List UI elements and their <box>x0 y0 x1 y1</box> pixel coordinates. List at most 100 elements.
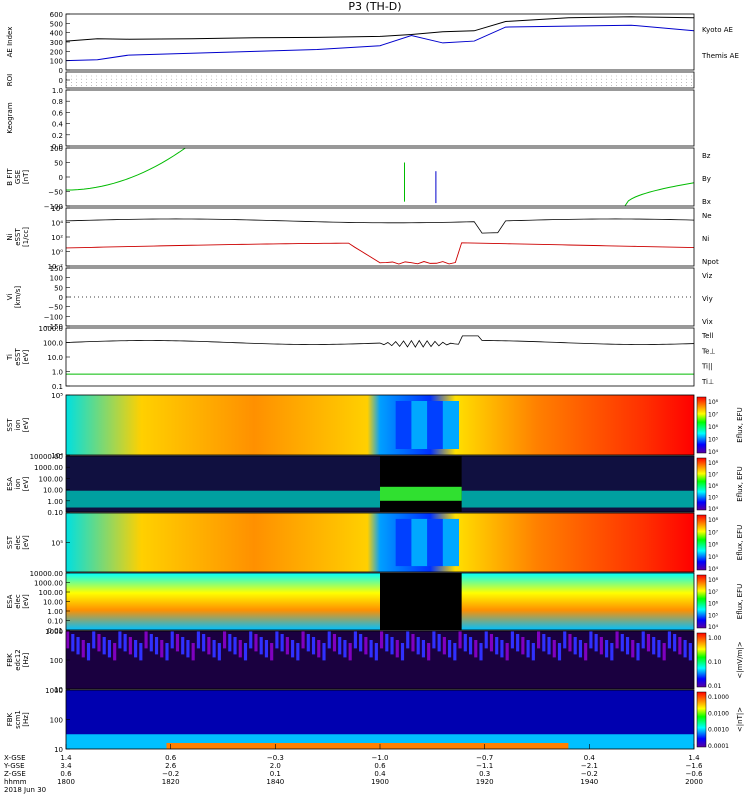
y-tick-label: 1000.00 <box>34 464 63 472</box>
x-tick-label: −1.6 <box>686 762 704 770</box>
y-axis-label: edc12 <box>14 649 22 671</box>
y-tick-label: 10000.00 <box>30 453 63 461</box>
heatmap-cell <box>406 631 410 649</box>
heatmap-cell <box>264 640 269 658</box>
panel-keogram: Keogram 0.0 0.2 0.4 0.6 0.8 1.0 <box>6 87 695 151</box>
heatmap-cell <box>165 643 169 661</box>
legend-entry: Tell <box>701 332 713 340</box>
heatmap-area <box>66 513 694 572</box>
heatmap-cell <box>123 634 127 652</box>
y-tick-label: 150 <box>50 265 63 273</box>
series-line-tell <box>65 335 695 348</box>
heatmap-cell <box>505 643 509 661</box>
heatmap-cell <box>521 637 525 655</box>
heatmap-cell <box>306 634 310 652</box>
heatmap-cell <box>631 640 635 658</box>
heatmap-cell <box>285 637 289 655</box>
x-tick-label: −2.1 <box>581 762 598 770</box>
panel-elec_esa: 10⁴ 10⁵ 10⁶ 10⁷ 10⁸ Eflux, EFU ESA elec [eV] 0.01… <box>6 570 744 635</box>
y-tick-label: 10² <box>51 234 63 242</box>
heatmap-cell <box>338 637 342 655</box>
y-tick-label: 1.00 <box>47 608 63 616</box>
x-tick-label: 1800 <box>57 778 75 786</box>
heatmap-cell <box>170 631 174 649</box>
colorbar-tick-label: 10⁵ <box>708 495 719 502</box>
x-tick-label: 1.4 <box>60 754 72 762</box>
heatmap-cell <box>175 634 180 652</box>
colorbar-tick-label: 10⁷ <box>708 412 719 419</box>
heatmap-cell <box>118 631 122 649</box>
heatmap-cell <box>249 631 253 649</box>
y-axis-label: ESA <box>6 594 14 608</box>
panel-frame <box>65 207 695 267</box>
colorbar-tick-label: 10⁷ <box>708 529 719 536</box>
x-tick-label: 1900 <box>371 778 389 786</box>
y-tick-label: 0.0 <box>52 143 63 151</box>
y-tick-label: 1000 <box>45 687 63 695</box>
y-tick-label: 100 <box>50 717 63 725</box>
y-tick-label: 10⁴ <box>51 220 63 228</box>
x-tick-label: −0.3 <box>267 754 284 762</box>
colorbar-tick-label: 0.0010 <box>708 727 729 734</box>
y-axis-label: Keogram <box>6 102 14 133</box>
heatmap-cell <box>317 640 321 658</box>
y-tick-label: 0.10 <box>47 618 63 626</box>
colorbar-tick-label: 10⁵ <box>708 612 719 619</box>
heatmap-cell <box>139 643 143 661</box>
y-tick-label: −150 <box>44 323 63 331</box>
heatmap-cell <box>599 637 603 655</box>
x-tick-label: 1920 <box>476 778 494 786</box>
heatmap-cell <box>442 401 459 449</box>
heatmap-cell <box>223 631 227 649</box>
y-tick-label: 10.0 <box>47 354 63 362</box>
heatmap-cell <box>578 640 583 658</box>
heatmap-cell <box>411 634 415 652</box>
heatmap-cell <box>479 643 483 661</box>
heatmap-cell <box>563 631 567 649</box>
panel-frame <box>65 394 695 456</box>
heatmap-cell <box>662 643 666 661</box>
y-tick-label: 10.00 <box>43 599 63 607</box>
colorbar-label: Eflux, EFU <box>736 466 744 501</box>
x-tick-label: 0.6 <box>374 762 386 770</box>
y-tick-label: 10⁵ <box>51 392 63 400</box>
y-tick-label: 400 <box>50 30 63 38</box>
y-tick-label: 10⁰ <box>51 249 63 257</box>
legend-entry: Te⊥ <box>701 347 716 355</box>
heatmap-cell <box>97 634 101 652</box>
y-tick-label: 100 <box>50 657 63 665</box>
series-line-by <box>624 182 695 207</box>
y-tick-label: 100.00 <box>39 589 64 597</box>
x-tick-label: 0.3 <box>479 770 490 778</box>
legend-entry: Kyoto AE <box>702 26 733 34</box>
colorbar-tick-label: 10⁴ <box>708 449 719 456</box>
y-axis-label: eSST <box>14 228 22 246</box>
heatmap-cell <box>311 637 316 655</box>
y-tick-label: 100.00 <box>39 475 64 483</box>
x-axis-row-label: 2018 Jun 30 <box>4 786 46 794</box>
heatmap-cell <box>395 518 412 567</box>
heatmap-cell <box>259 637 263 655</box>
y-tick-label: 10.00 <box>43 487 63 495</box>
y-tick-label: 0 <box>59 67 63 75</box>
x-axis-row-label: X-GSE <box>4 754 26 762</box>
panel-frame <box>65 147 695 207</box>
colorbar-tick-label: 10⁷ <box>708 472 719 479</box>
heatmap-cell <box>149 634 153 652</box>
panel-frame <box>65 267 695 327</box>
y-tick-label: 1.0 <box>52 87 63 95</box>
heatmap-cell <box>369 640 373 658</box>
colorbar-label: Eflux, EFU <box>736 407 744 442</box>
heatmap-cell <box>468 637 473 655</box>
heatmap-area <box>66 395 694 455</box>
y-tick-label: 100 <box>50 275 63 283</box>
y-axis-label: Ti <box>6 354 14 361</box>
heatmap-cell <box>144 631 148 649</box>
y-tick-label: 0 <box>59 77 63 85</box>
plot-title: P3 (TH-D) <box>348 0 401 13</box>
colorbar-tick-label: 10⁶ <box>708 601 719 608</box>
colorbar <box>696 632 707 688</box>
